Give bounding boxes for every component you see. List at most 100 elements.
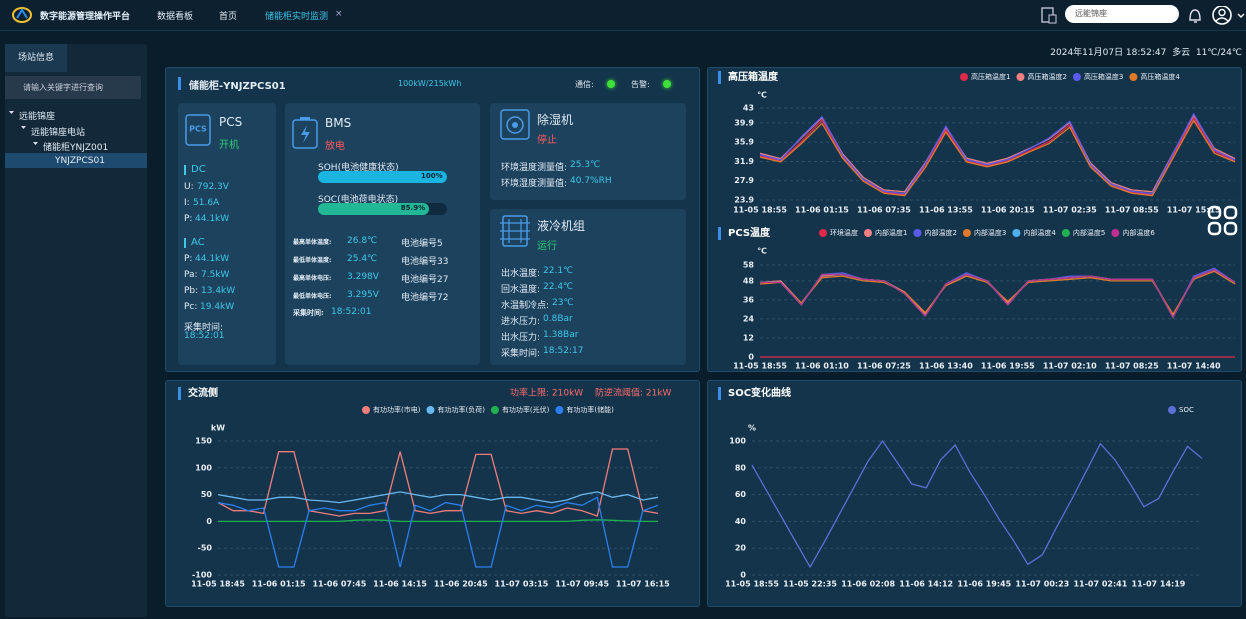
bms-state: 放电 xyxy=(325,141,345,152)
legend-label: SOC xyxy=(1179,406,1194,414)
y-tick-label: 24 xyxy=(743,314,755,323)
status-line: 2024年11月07日 18:52:47 多云 11℃/24℃ xyxy=(1050,45,1242,58)
search-box[interactable]: 远能锦座 xyxy=(1065,5,1179,23)
y-tick-label: 36 xyxy=(743,295,755,304)
row-value: 792.3V xyxy=(197,182,229,192)
y-tick-label: 12 xyxy=(743,333,754,342)
y-tick-label: 0 xyxy=(740,571,746,580)
row-label: Pb: xyxy=(184,286,199,296)
stat-value: 3.298V xyxy=(347,272,379,282)
row-label: Pa: xyxy=(184,270,198,280)
bms-time: 18:52:01 xyxy=(331,307,372,317)
dehumidifier-card xyxy=(490,103,686,200)
legend-marker xyxy=(1016,73,1025,81)
active-tab[interactable]: 储能柜实时监测 xyxy=(265,12,329,22)
title-accent xyxy=(718,387,721,400)
series-line xyxy=(760,269,1236,319)
row-value: 22.1℃ xyxy=(543,266,574,276)
legend-label: 有功功率(储能) xyxy=(566,405,614,414)
x-tick-label: 11-07 02:10 xyxy=(1043,362,1097,371)
legend-label: 有功功率(光伏) xyxy=(502,405,550,414)
y-tick-label: 80 xyxy=(735,463,747,472)
ac-title: AC xyxy=(191,237,205,248)
y-tick-label: 150 xyxy=(195,437,212,446)
row-label: U: xyxy=(184,182,194,192)
stat-value: 25.4℃ xyxy=(347,254,378,264)
x-tick-label: 11-06 01:15 xyxy=(252,580,306,589)
legend-marker xyxy=(1129,73,1138,81)
pcs-card xyxy=(178,103,276,365)
row-label: 回水温度: xyxy=(501,285,541,295)
x-tick-label: 11-06 20:15 xyxy=(981,206,1035,215)
annotation: 功率上限: 210kW xyxy=(510,387,583,399)
row-label: 采集时间: xyxy=(501,349,541,359)
tree-selected-row xyxy=(5,153,147,168)
legend-marker xyxy=(426,406,435,414)
legend-marker xyxy=(1061,229,1070,237)
legend-label: 高压箱温度1 xyxy=(971,72,1010,81)
section-accent xyxy=(184,165,186,175)
chart-title: 交流侧 xyxy=(188,386,218,399)
row-label: 出水压力: xyxy=(501,333,541,343)
x-tick-label: 11-05 22:35 xyxy=(783,580,837,589)
user-icons[interactable] xyxy=(1186,6,1246,26)
row-value: 23℃ xyxy=(552,298,574,308)
temp-panel xyxy=(707,67,1242,372)
cooler-card xyxy=(490,209,686,365)
legend-marker xyxy=(1012,229,1021,237)
tree-node[interactable]: 储能柜YNJZ001 xyxy=(43,143,109,153)
sidebar-tab[interactable]: 场站信息 xyxy=(5,44,67,72)
report-icon[interactable] xyxy=(1041,7,1057,24)
cabinet-capacity: 100kW/215kWh xyxy=(398,79,462,88)
soh-label: SOH(电池健康状态) xyxy=(318,163,399,173)
y-tick-label: 20 xyxy=(735,544,747,553)
weather: 多云 xyxy=(1172,48,1191,58)
x-tick-label: 11-05 18:45 xyxy=(191,580,245,589)
chart-title: SOC变化曲线 xyxy=(728,386,791,399)
legend-label: 内部温度3 xyxy=(974,228,1006,237)
legend-label: 内部温度1 xyxy=(875,228,907,237)
tree-node[interactable]: YNJZPCS01 xyxy=(55,156,105,166)
x-tick-label: 11-07 00:23 xyxy=(1015,580,1069,589)
legend-label: 环境温度 xyxy=(830,228,858,237)
soc-label: SOC(电池荷电状态) xyxy=(318,195,399,205)
bms-icon xyxy=(292,117,318,149)
temperature: 11℃/24℃ xyxy=(1195,48,1242,58)
tree-search[interactable]: 请输入关键字进行查询 xyxy=(5,76,141,99)
legend-marker xyxy=(555,406,564,414)
x-tick-label: 11-06 13:55 xyxy=(919,206,973,215)
row-value: 22.4℃ xyxy=(543,282,574,292)
series-line xyxy=(217,491,659,504)
x-tick-label: 11-07 08:25 xyxy=(1105,362,1159,371)
bms-time-label: 采集时间: xyxy=(293,309,324,317)
dehumidifier-state: 停止 xyxy=(537,135,557,146)
tree-node[interactable]: 远能锦座电站 xyxy=(31,128,86,138)
y-tick-label: 43 xyxy=(743,104,754,113)
legend-marker xyxy=(1111,229,1120,237)
cooler-state: 运行 xyxy=(537,241,557,252)
legend-label: 内部温度4 xyxy=(1023,228,1056,237)
y-tick-label: 23.9 xyxy=(734,196,754,205)
legend-marker xyxy=(960,73,968,81)
legend-label: 有功功率(市电) xyxy=(373,405,421,414)
tree-arrows xyxy=(9,111,38,145)
x-tick-label: 11-06 07:45 xyxy=(312,580,366,589)
x-tick-label: 11-05 18:55 xyxy=(733,206,787,215)
x-tick-label: 11-07 02:41 xyxy=(1073,580,1127,589)
row-value: 18:52:17 xyxy=(543,346,584,356)
nav-link[interactable]: 数据看板 xyxy=(157,12,194,22)
y-tick-label: -50 xyxy=(198,544,213,553)
tree-node[interactable]: 远能锦座 xyxy=(19,112,56,122)
nav-link[interactable]: 首页 xyxy=(219,12,238,22)
y-tick-label: 60 xyxy=(735,490,747,499)
cabinet-title: 储能柜-YNJZPCS01 xyxy=(189,81,286,92)
row-value: 25.3℃ xyxy=(570,160,601,170)
bms-name: BMS xyxy=(325,116,352,130)
series-line xyxy=(751,439,1203,569)
progress-text: 85.9% xyxy=(400,204,426,212)
x-tick-label: 11-07 15:15 xyxy=(1167,206,1221,215)
tab-close[interactable]: × xyxy=(335,9,343,19)
row-value: 1.38Bar xyxy=(543,330,579,340)
